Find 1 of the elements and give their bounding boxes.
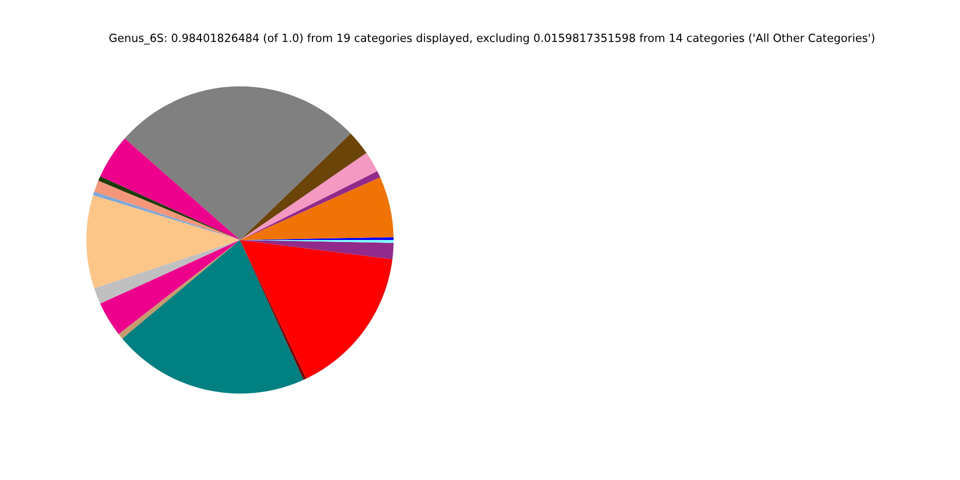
text: Genus_6S: 0.98401826484 (of 1.0) from 19 categories displayed, excluding 0.0159817351598 from 14 categories ('All Other Categories'): [109, 33, 874, 45]
